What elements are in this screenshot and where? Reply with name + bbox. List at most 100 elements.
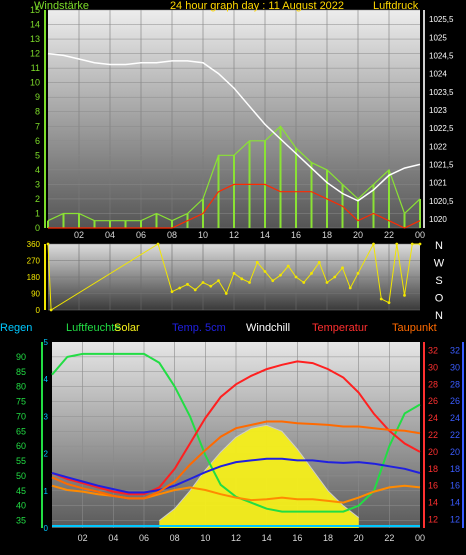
wind-direction-point — [372, 242, 375, 246]
legend-item: Regen — [0, 322, 32, 334]
humidity-tick-label: 50 — [16, 471, 26, 481]
temperature-right-axis: 12 14 16 18 20 22 24 26 28 30 32 — [423, 342, 438, 528]
wind-bar — [310, 162, 313, 228]
temperature-tick-label: 22 — [428, 430, 438, 440]
legend-item: Windchill — [246, 322, 290, 334]
wind-speed-line — [47, 125, 421, 222]
soil-temp-line — [51, 457, 421, 494]
wind-direction-point — [224, 292, 228, 295]
wind-tick-label: 4 — [35, 165, 40, 175]
humidity-tick-label: 45 — [16, 486, 26, 496]
temperature-tick-label: 32 — [428, 345, 438, 355]
wind-tick-label: 5 — [35, 150, 40, 160]
wind-direction-point — [240, 277, 244, 281]
wind-direction-point — [333, 275, 337, 279]
soil-temp-tick-label: 32 — [450, 345, 460, 355]
compass-letter: W — [434, 258, 445, 270]
wind-bar — [78, 213, 80, 228]
wind-direction-point — [178, 286, 182, 290]
humidity-tick-label: 90 — [16, 352, 26, 362]
temperature-tick-label: 24 — [428, 413, 438, 423]
wind-axis-label: Windstärke — [34, 0, 89, 12]
temperature-line — [51, 360, 421, 496]
wind-bar — [155, 213, 158, 228]
direction-tick-label: 0 — [36, 306, 41, 315]
wind-tick-label: 2 — [35, 194, 40, 204]
humidity-tick-label: 65 — [16, 426, 26, 436]
rain-tick-label: 1 — [44, 487, 49, 496]
wind-direction-point — [395, 242, 399, 246]
pressure-tick-label: 1021 — [429, 179, 447, 188]
wind-tick-label: 9 — [35, 92, 40, 102]
wind-direction-point — [379, 297, 383, 301]
wind-bar — [47, 220, 49, 228]
wind-tick-label: 10 — [30, 78, 40, 88]
x-tick-label: 04 — [108, 533, 118, 543]
x-tick-label: 10 — [198, 230, 208, 240]
legend-item: Temperatur — [312, 322, 368, 334]
soil-temp-tick-label: 24 — [450, 413, 460, 423]
legend-item: Luftfeuchte — [66, 322, 120, 334]
wind-bar — [372, 184, 375, 228]
temperature-tick-label: 28 — [428, 379, 438, 389]
humidity-tick-label: 40 — [16, 501, 26, 511]
temperature-tick-label: 18 — [428, 464, 438, 474]
rain-tick-label: 2 — [44, 450, 49, 459]
x-tick-label: 00 — [415, 533, 425, 543]
wind-direction-point — [279, 273, 282, 277]
wind-direction-point — [156, 242, 160, 246]
pressure-tick-label: 1023 — [429, 106, 447, 115]
compass-letter: O — [435, 293, 444, 305]
wind-bar — [419, 198, 421, 228]
wind-tick-label: 13 — [30, 34, 40, 44]
wind-bar — [233, 155, 235, 228]
wind-direction-point — [170, 290, 174, 294]
humidity-tick-label: 70 — [16, 411, 26, 421]
wind-direction-point — [341, 266, 344, 270]
wind-tick-label: 14 — [30, 20, 40, 30]
soil-temp-tick-label: 16 — [450, 481, 460, 491]
soil-temp-tick-label: 30 — [450, 362, 460, 372]
pressure-tick-label: 1024,5 — [429, 51, 454, 60]
wind-tick-label: 6 — [35, 136, 40, 146]
pressure-tick-label: 1025,5 — [429, 15, 454, 24]
pressure-tick-label: 1021,5 — [429, 160, 454, 169]
wind-direction-point — [209, 284, 213, 288]
wind-tick-label: 11 — [31, 63, 40, 73]
wind-tick-label: 7 — [35, 121, 40, 131]
climate-x-axis: 02 04 06 08 10 12 14 16 18 20 22 00 — [78, 533, 425, 543]
x-tick-label: 20 — [354, 533, 364, 543]
pressure-tick-label: 1022,5 — [429, 124, 454, 133]
humidity-tick-label: 60 — [16, 441, 26, 451]
soil-temp-tick-label: 18 — [450, 464, 460, 474]
x-tick-label: 22 — [384, 533, 394, 543]
humidity-tick-label: 35 — [16, 516, 26, 526]
wind-direction-point — [387, 301, 391, 305]
x-tick-label: 00 — [415, 230, 425, 240]
x-tick-label: 06 — [139, 533, 149, 543]
x-tick-label: 10 — [200, 533, 210, 543]
x-tick-label: 02 — [78, 533, 88, 543]
compass-letter: N — [435, 240, 443, 252]
x-tick-label: 16 — [291, 230, 301, 240]
legend-item: Temp. 5cm — [172, 322, 226, 334]
wind-tick-label: 1 — [35, 208, 40, 218]
wind-direction-point — [403, 293, 406, 297]
pressure-tick-label: 1020 — [429, 215, 447, 224]
wind-bar — [279, 126, 282, 228]
wind-direction-point — [317, 260, 321, 264]
temperature-tick-label: 16 — [428, 481, 438, 491]
windchill-line — [51, 420, 421, 500]
wind-bar — [295, 148, 297, 228]
direction-grid — [48, 243, 420, 311]
temperature-tick-label: 26 — [428, 396, 438, 406]
temperature-tick-label: 30 — [428, 362, 438, 372]
humidity-tick-label: 85 — [16, 367, 26, 377]
pressure-tick-label: 1025 — [429, 33, 447, 42]
legend-item: Solar — [114, 322, 140, 334]
x-tick-label: 22 — [384, 230, 394, 240]
wind-tick-label: 3 — [35, 179, 40, 189]
